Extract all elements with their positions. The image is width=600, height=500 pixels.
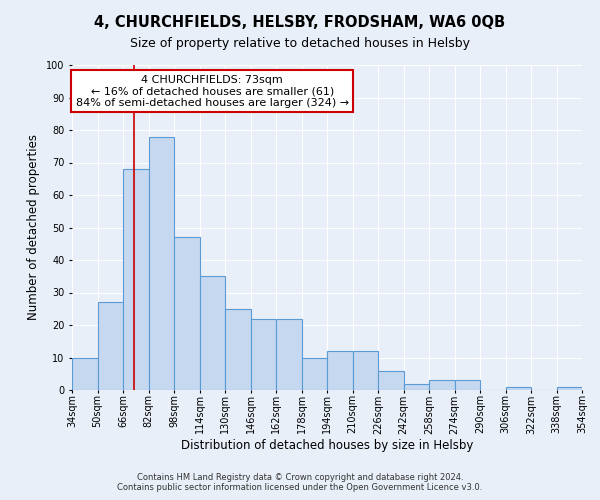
Bar (327, 351, 353, 390)
Bar (505, 387, 531, 390)
Bar (429, 380, 455, 390)
Bar (72, 358, 97, 390)
Bar (199, 276, 225, 390)
Bar (404, 384, 429, 390)
Bar (455, 380, 480, 390)
Bar (174, 238, 199, 390)
Bar (378, 370, 404, 390)
Bar (251, 318, 276, 390)
Y-axis label: Number of detached properties: Number of detached properties (28, 134, 40, 320)
Text: Contains HM Land Registry data © Crown copyright and database right 2024.
Contai: Contains HM Land Registry data © Crown c… (118, 473, 482, 492)
X-axis label: Distribution of detached houses by size in Helsby: Distribution of detached houses by size … (181, 439, 473, 452)
Bar (302, 358, 327, 390)
Bar (225, 308, 251, 390)
Text: 4, CHURCHFIELDS, HELSBY, FRODSHAM, WA6 0QB: 4, CHURCHFIELDS, HELSBY, FRODSHAM, WA6 0… (94, 15, 506, 30)
Bar (149, 136, 174, 390)
Bar (123, 169, 149, 390)
Bar (276, 318, 302, 390)
Bar (353, 351, 378, 390)
Bar (97, 302, 123, 390)
Text: 4 CHURCHFIELDS: 73sqm
← 16% of detached houses are smaller (61)
84% of semi-deta: 4 CHURCHFIELDS: 73sqm ← 16% of detached … (76, 74, 349, 108)
Text: Size of property relative to detached houses in Helsby: Size of property relative to detached ho… (130, 38, 470, 51)
Bar (557, 387, 582, 390)
